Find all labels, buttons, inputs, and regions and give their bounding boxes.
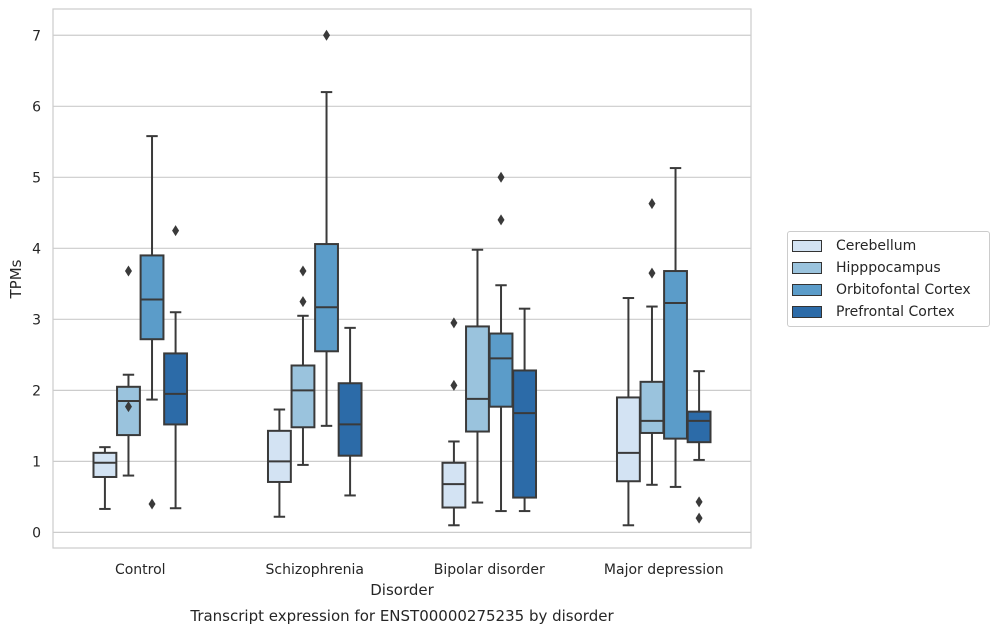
outlier-point [450,317,458,329]
box [639,380,665,434]
x-tick-label: Control [115,562,166,578]
outlier-point [124,265,132,277]
box-group [116,265,141,477]
outlier-point [124,401,132,413]
box [314,243,339,353]
y-tick-label: 4 [32,241,41,257]
legend: Cerebellum Hipppocampus Orbitofontal Cor… [787,231,990,327]
legend-swatch-hipppocampus [792,262,822,274]
legend-item-prefrontal-cortex: Prefrontal Cortex [792,302,955,322]
box [92,451,118,478]
box-group [266,408,292,518]
box-group [686,370,712,524]
y-tick-label: 1 [32,454,41,470]
outlier-point [648,198,656,210]
y-tick-label: 0 [32,525,41,541]
box-group [314,29,339,427]
x-tick-label: Schizophrenia [266,562,364,578]
box-group [163,225,189,510]
box [488,332,514,408]
x-axis-label: Disorder [370,581,434,599]
legend-swatch-prefrontal-cortex [792,306,822,318]
legend-label-orbitofontal-cortex: Orbitofontal Cortex [836,282,971,298]
box [686,410,712,444]
y-tick-label: 7 [32,28,41,44]
y-tick-label: 5 [32,170,41,186]
legend-label-cerebellum: Cerebellum [836,238,917,254]
box [337,382,363,457]
box-group [465,248,490,504]
legend-item-cerebellum: Cerebellum [792,236,916,256]
box [615,396,641,483]
legend-label-prefrontal-cortex: Prefrontal Cortex [836,304,955,320]
outlier-point [648,267,656,279]
box [266,429,292,483]
outlier-point [450,379,458,391]
box-group [337,326,363,497]
box [441,461,467,509]
box-series [92,29,712,527]
box [663,270,688,440]
box [290,364,316,429]
outlier-point [497,214,505,226]
box [139,254,165,341]
legend-label-hipppocampus: Hipppocampus [836,260,941,276]
figure-caption: Transcript expression for ENST0000027523… [190,607,614,625]
outlier-point [695,496,703,508]
y-tick-label: 2 [32,383,41,399]
box-group [441,317,467,527]
box-group [139,135,165,510]
legend-swatch-cerebellum [792,240,822,252]
x-tick-labels: Control Schizophrenia Bipolar disorder Majo… [115,562,724,578]
y-axis-label: TPMs [7,259,25,299]
legend-swatch-orbitofontal-cortex [792,284,822,296]
box-group [615,297,641,527]
outlier-point [695,512,703,524]
box-group [639,198,665,486]
outlier-point [497,171,505,183]
y-tick-label: 6 [32,99,41,115]
x-tick-label: Major depression [604,562,724,578]
y-tick-label: 3 [32,312,41,328]
outlier-point [148,498,156,510]
box-group [92,446,118,510]
x-tick-label: Bipolar disorder [434,562,545,578]
box [512,369,538,499]
outlier-point [323,29,331,41]
y-tick-labels: 0 1 2 3 4 5 6 7 [32,28,41,541]
legend-item-orbitofontal-cortex: Orbitofontal Cortex [792,280,971,300]
box-group [290,265,316,466]
box [163,352,189,426]
outlier-point [299,296,307,308]
outlier-point [299,265,307,277]
outlier-point [172,225,180,237]
box [465,325,490,433]
legend-item-hipppocampus: Hipppocampus [792,258,941,278]
box-group [663,167,688,488]
box-group [512,307,538,513]
box-group [488,171,514,513]
